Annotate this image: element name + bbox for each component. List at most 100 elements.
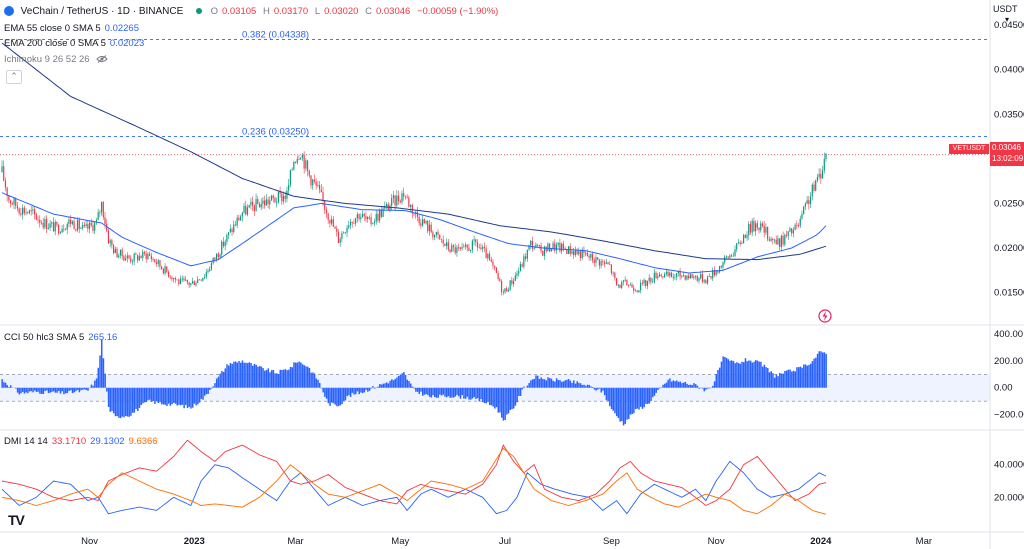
candle-body (23, 207, 25, 214)
cci-bar (725, 357, 728, 388)
cci-bar (772, 373, 774, 388)
cci-bar (803, 364, 805, 388)
candle-body (609, 264, 611, 265)
cci-bar (35, 387, 38, 393)
candle-body (629, 284, 631, 286)
candle-body (288, 184, 290, 191)
candle-body (238, 217, 240, 221)
ema200-legend[interactable]: EMA 200 close 0 SMA 5 0.02023 (4, 38, 148, 49)
candle-body (104, 217, 106, 225)
candle-body (109, 240, 111, 244)
candle-body (59, 232, 61, 234)
candle-body (554, 243, 556, 251)
cci-bar (775, 374, 778, 388)
cci-bar (492, 387, 494, 407)
cci-bar (284, 369, 287, 388)
candle-body (329, 219, 331, 224)
cci-bar (519, 387, 522, 397)
eye-hidden-icon[interactable] (96, 55, 108, 64)
cci-bar (487, 387, 489, 402)
candle-body (538, 245, 540, 247)
candle-body (748, 223, 750, 236)
cci-bar (497, 387, 500, 413)
candle-body (282, 195, 285, 202)
symbol-title[interactable]: VeChain / TetherUS · 1D · BINANCE (20, 6, 184, 17)
candle-body (621, 281, 623, 288)
dmi-pane[interactable] (1, 439, 827, 515)
cci-bar (715, 374, 718, 388)
candle-body (562, 243, 564, 249)
candle-body (603, 261, 606, 264)
cci-bar (42, 387, 45, 395)
candle-body (313, 179, 316, 182)
cci-pane[interactable] (0, 339, 990, 426)
cci-bar (114, 387, 117, 417)
collapse-legend-button[interactable]: ⌃ (6, 70, 22, 84)
cci-bar (797, 367, 800, 388)
cci-bar (567, 379, 570, 388)
candle-body (125, 258, 127, 261)
candle-body (63, 228, 65, 230)
candle-body (128, 255, 130, 259)
cci-bar (288, 369, 290, 388)
candle-body (521, 264, 523, 267)
cci-bar (176, 387, 178, 406)
cci-bar (272, 369, 275, 388)
candle-body (191, 281, 194, 284)
candle-body (588, 255, 590, 258)
candle-body (696, 275, 698, 281)
cci-bar (439, 387, 441, 395)
candle-body (221, 241, 223, 255)
candle-body (706, 276, 709, 284)
candle-body (796, 224, 798, 226)
candle-body (420, 223, 422, 226)
candle-body (185, 279, 187, 281)
candle-body (315, 181, 317, 186)
cci-bar (442, 387, 445, 395)
cci-bar (748, 360, 750, 388)
candle-body (487, 253, 489, 259)
cci-legend[interactable]: CCI 50 hlc3 SMA 5 265.16 (4, 332, 121, 343)
tradingview-logo[interactable]: TV (8, 512, 25, 528)
cci-bar (753, 361, 755, 388)
cci-bar (212, 386, 215, 388)
cci-bar (420, 387, 422, 392)
cci-bar (645, 387, 647, 404)
cci-bar (257, 366, 259, 388)
candle-body (777, 238, 779, 245)
candle-body (464, 244, 467, 247)
cci-bar (255, 364, 257, 388)
candle-body (320, 189, 322, 193)
dmi-minus-value: 33.1710 (51, 436, 87, 447)
candle-body (11, 203, 13, 205)
cci-bar (164, 387, 166, 405)
candle-body (166, 266, 168, 272)
ichimoku-legend[interactable]: Ichimoku 9 26 52 26 (4, 54, 108, 65)
price-pane[interactable] (1, 151, 827, 296)
candle-body (143, 251, 146, 254)
cci-bar (409, 383, 412, 388)
bar-countdown: 13:02:09 (992, 154, 1024, 163)
candle-body (597, 257, 599, 260)
ema55-legend[interactable]: EMA 55 close 0 SMA 5 0.02265 (4, 23, 143, 34)
cci-bar (561, 381, 563, 388)
candle-body (289, 170, 291, 185)
dmi-legend[interactable]: DMI 14 14 33.1710 29.1302 9.6366 (4, 436, 162, 447)
cci-bar (318, 383, 321, 388)
cci-bar (121, 387, 124, 417)
cci-bar (463, 387, 465, 399)
lightning-icon[interactable] (818, 309, 832, 323)
candle-body (3, 166, 5, 181)
cci-bar (562, 381, 565, 388)
currency-selector[interactable]: USDT ▾ (993, 4, 1024, 24)
cci-bar (579, 383, 582, 388)
cci-bar (686, 383, 688, 388)
candle-body (622, 280, 625, 282)
cci-bar (504, 387, 506, 420)
candle-body (648, 277, 650, 281)
cci-bar (51, 387, 53, 392)
candle-body (174, 278, 176, 280)
candle-body (617, 284, 619, 286)
candle-body (669, 272, 671, 276)
